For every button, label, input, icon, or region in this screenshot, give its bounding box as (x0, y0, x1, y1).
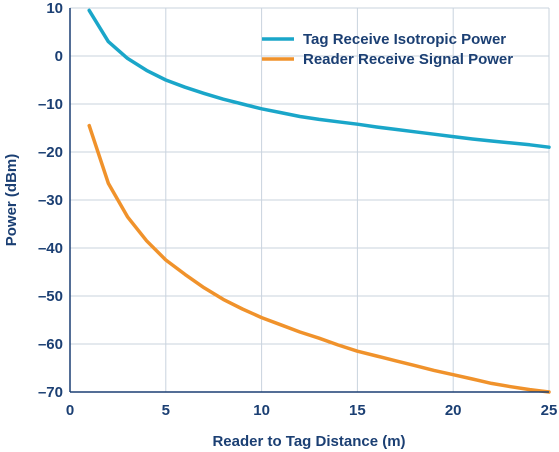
y-tick-label: –60 (38, 336, 63, 353)
y-tick-label: –10 (38, 96, 63, 113)
x-tick-label: 20 (445, 402, 462, 419)
legend: Tag Receive Isotropic Power Reader Recei… (262, 31, 513, 68)
y-axis-title: Power (dBm) (3, 154, 20, 247)
x-tick-label: 15 (349, 402, 366, 419)
x-tick-label: 10 (253, 402, 270, 419)
tick-labels: 0 5 10 15 20 25 10 0 –10 –20 –30 –40 –50 –60 –70 (38, 0, 557, 419)
y-tick-label: 10 (46, 0, 63, 17)
y-tick-label: –30 (38, 192, 63, 209)
x-tick-label: 25 (541, 402, 558, 419)
x-tick-label: 0 (66, 402, 74, 419)
axes (69, 8, 549, 393)
x-axis-title: Reader to Tag Distance (m) (212, 433, 405, 450)
y-tick-label: –50 (38, 288, 63, 305)
y-tick-label: 0 (55, 48, 63, 65)
series-lines (87, 8, 551, 394)
y-tick-label: –70 (38, 384, 63, 401)
legend-label-reader-receive: Reader Receive Signal Power (303, 51, 513, 68)
y-tick-label: –40 (38, 240, 63, 257)
legend-label-tag-receive: Tag Receive Isotropic Power (303, 31, 506, 48)
x-tick-label: 5 (162, 402, 170, 419)
y-tick-label: –20 (38, 144, 63, 161)
